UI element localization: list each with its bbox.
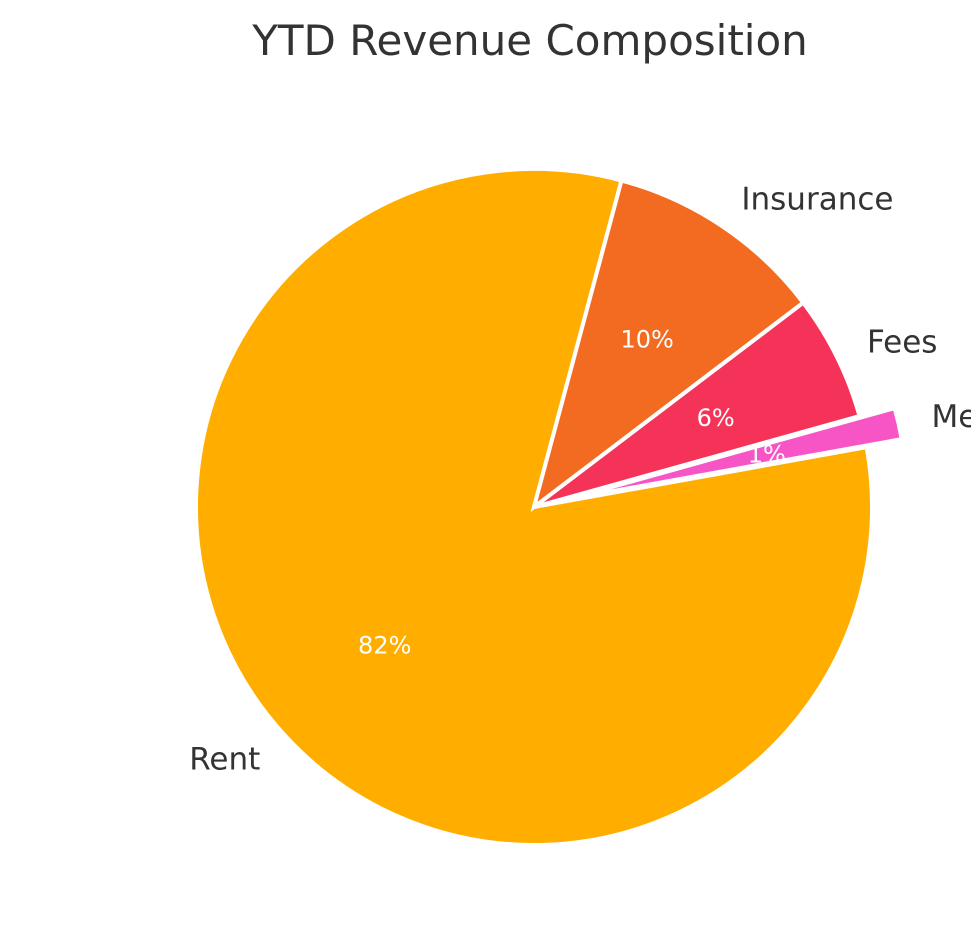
pct-label-rent: 82% bbox=[358, 631, 411, 659]
pie-slice-insurance bbox=[530, 178, 807, 513]
pct-label-merchandise: 1% bbox=[748, 441, 786, 469]
pie-slice-rent bbox=[194, 167, 874, 847]
category-label-fees: Fees bbox=[867, 325, 937, 361]
chart-title: YTD Revenue Composition bbox=[251, 16, 808, 65]
pie-slice-fees bbox=[532, 299, 863, 509]
pie-slice-merchandise bbox=[568, 405, 905, 501]
pct-label-insurance: 10% bbox=[620, 326, 673, 354]
pct-label-fees: 6% bbox=[697, 404, 735, 432]
category-label-rent: Rent bbox=[189, 742, 260, 778]
category-label-merchandise: Merchandise bbox=[932, 399, 971, 435]
category-label-insurance: Insurance bbox=[741, 181, 893, 217]
